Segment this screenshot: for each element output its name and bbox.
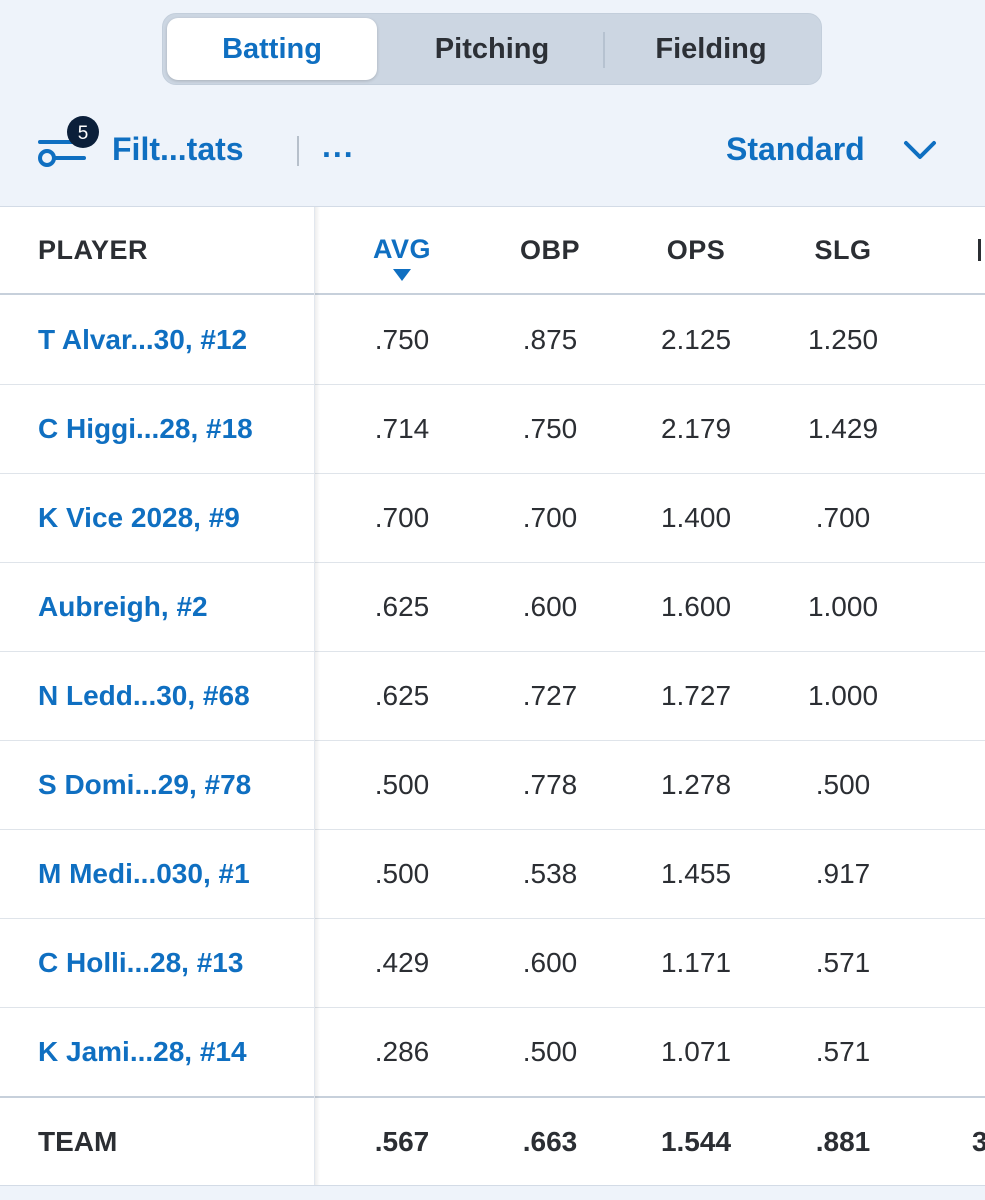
table-row[interactable]: K Jami...28, #14 .286 .500 1.071 .571 [0, 1008, 985, 1097]
avg-cell: .286 [374, 1036, 430, 1067]
player-name-link[interactable]: S Domi...29, #78 [38, 769, 252, 800]
ops-cell: 1.400 [660, 502, 732, 533]
ops-cell: 1.600 [660, 591, 732, 622]
filter-count-badge: 5 [78, 123, 89, 144]
toolbar-divider [297, 136, 299, 166]
tab-pitching[interactable]: Pitching [434, 32, 550, 65]
sort-descending-icon [393, 268, 411, 281]
table-row[interactable]: S Domi...29, #78 .500 .778 1.278 .500 [0, 741, 985, 830]
team-label: TEAM [38, 1126, 118, 1157]
ops-cell: 2.125 [660, 324, 732, 355]
table-row[interactable]: Aubreigh, #2 .625 .600 1.600 1.000 [0, 563, 985, 652]
obp-cell: .778 [522, 769, 578, 800]
slg-cell: .571 [815, 947, 871, 978]
player-name-link[interactable]: Aubreigh, #2 [38, 591, 208, 622]
ops-cell: 2.179 [660, 413, 732, 444]
team-totals-row: TEAM .567 .663 1.544 .881 3 [0, 1096, 985, 1185]
frozen-column-divider [314, 207, 320, 1185]
slg-cell: 1.429 [807, 413, 879, 444]
obp-cell: .600 [522, 591, 578, 622]
avg-cell: .714 [374, 413, 430, 444]
partially-visible-cell: 3 [972, 1126, 985, 1157]
ops-cell: 1.455 [660, 858, 732, 889]
ops-cell: 1.171 [660, 947, 732, 978]
filter-stats-button[interactable]: Filt...tats [112, 131, 244, 167]
player-name-link[interactable]: C Holli...28, #13 [38, 947, 244, 978]
obp-cell: .875 [522, 324, 578, 355]
slg-cell: 1.000 [807, 680, 879, 711]
avg-cell: .567 [374, 1126, 430, 1157]
obp-cell: .600 [522, 947, 578, 978]
column-header-ops[interactable]: OPS [666, 234, 726, 265]
avg-cell: .500 [374, 858, 430, 889]
view-select-label[interactable]: Standard [726, 131, 865, 167]
obp-cell: .700 [522, 502, 578, 533]
table-row[interactable]: C Higgi...28, #18 .714 .750 2.179 1.429 [0, 385, 985, 474]
slg-cell: .917 [815, 858, 871, 889]
table-row[interactable]: N Ledd...30, #68 .625 .727 1.727 1.000 [0, 652, 985, 741]
player-name-link[interactable]: C Higgi...28, #18 [38, 413, 253, 444]
column-header-player: PLAYER [38, 234, 149, 265]
avg-cell: .500 [374, 769, 430, 800]
obp-cell: .538 [522, 858, 578, 889]
chevron-down-icon[interactable] [902, 138, 938, 162]
ops-cell: 1.727 [660, 680, 732, 711]
player-name-link[interactable]: K Jami...28, #14 [38, 1036, 247, 1067]
table-row[interactable]: C Holli...28, #13 .429 .600 1.171 .571 [0, 919, 985, 1008]
slg-cell: .700 [815, 502, 871, 533]
avg-cell: .700 [374, 502, 430, 533]
ops-cell: 1.278 [660, 769, 732, 800]
player-name-link[interactable]: K Vice 2028, #9 [38, 502, 240, 533]
tab-batting[interactable]: Batting [167, 18, 377, 80]
obp-cell: .663 [522, 1126, 578, 1157]
segment-divider [603, 32, 605, 68]
stat-type-segmented-control: Batting Pitching Fielding [162, 13, 822, 85]
table-row[interactable]: K Vice 2028, #9 .700 .700 1.400 .700 [0, 474, 985, 563]
column-header-slg[interactable]: SLG [814, 234, 872, 265]
filter-icon[interactable]: 5 [36, 116, 102, 172]
slg-cell: .881 [815, 1126, 871, 1157]
more-options-button[interactable]: ... [322, 128, 355, 164]
stats-table: T Alvar...30, #12 .750 .875 2.125 1.250 … [0, 207, 985, 1200]
ops-cell: 1.544 [660, 1126, 732, 1157]
top-bar: Batting Pitching Fielding 5 Filt...tats … [0, 0, 985, 207]
avg-cell: .750 [374, 324, 430, 355]
player-name-link[interactable]: N Ledd...30, #68 [38, 680, 250, 711]
table-header: PLAYER AVG OBP OPS SLG [0, 207, 985, 295]
tab-fielding[interactable]: Fielding [655, 32, 767, 65]
slg-cell: 1.000 [807, 591, 879, 622]
avg-cell: .429 [374, 947, 430, 978]
slg-cell: .571 [815, 1036, 871, 1067]
obp-cell: .750 [522, 413, 578, 444]
table-row[interactable]: M Medi...030, #1 .500 .538 1.455 .917 [0, 830, 985, 919]
slg-cell: .500 [815, 769, 871, 800]
column-header-label: AVG [372, 233, 431, 264]
column-header-cutoff [978, 207, 985, 293]
slg-cell: 1.250 [807, 324, 879, 355]
obp-cell: .500 [522, 1036, 578, 1067]
bottom-bar [0, 1185, 985, 1200]
column-header-avg[interactable]: AVG [328, 221, 476, 293]
ops-cell: 1.071 [660, 1036, 732, 1067]
avg-cell: .625 [374, 680, 430, 711]
column-header-obp[interactable]: OBP [519, 234, 580, 265]
player-name-link[interactable]: T Alvar...30, #12 [38, 324, 248, 355]
obp-cell: .727 [522, 680, 578, 711]
table-row[interactable]: T Alvar...30, #12 .750 .875 2.125 1.250 [0, 296, 985, 385]
avg-cell: .625 [374, 591, 430, 622]
player-name-link[interactable]: M Medi...030, #1 [38, 858, 250, 889]
